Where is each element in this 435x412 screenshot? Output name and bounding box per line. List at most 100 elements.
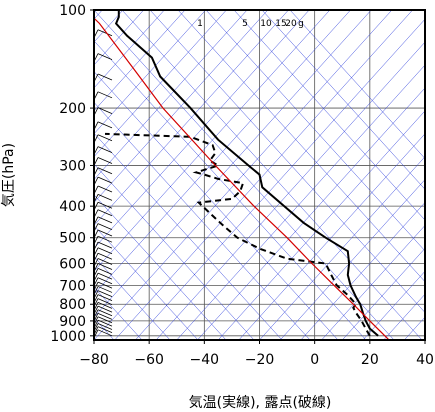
wind-barb xyxy=(97,286,113,293)
wind-barb xyxy=(97,329,113,337)
mixing-ratio-label: 15 xyxy=(275,19,286,29)
wind-barb xyxy=(97,235,113,243)
dry-adiabat xyxy=(94,256,171,340)
wind-barb xyxy=(97,252,113,260)
x-tick-label: −60 xyxy=(134,352,164,368)
y-tick-label: 200 xyxy=(59,101,86,117)
dry-adiabat xyxy=(94,132,283,340)
wind-barb xyxy=(97,185,113,193)
x-tick-label: −20 xyxy=(245,352,275,368)
y-tick-label: 900 xyxy=(59,314,86,330)
x-tick-label: −80 xyxy=(79,352,109,368)
skewed-isotherm xyxy=(94,10,268,203)
skewed-isotherm xyxy=(197,87,425,340)
y-tick-label: 800 xyxy=(59,297,86,313)
skewed-isotherm xyxy=(424,339,425,340)
dry-adiabat xyxy=(233,10,425,221)
wind-barb xyxy=(97,294,113,302)
wind-barb xyxy=(97,167,113,175)
skewed-isotherm xyxy=(94,10,393,340)
dry-adiabat xyxy=(149,10,425,313)
wind-barb xyxy=(97,298,113,305)
skewed-isotherm xyxy=(259,156,425,340)
wind-barb xyxy=(97,290,113,297)
wind-barb xyxy=(97,323,113,330)
wind-barb xyxy=(97,309,113,317)
skewed-isotherm xyxy=(362,270,425,340)
skewed-isotherm xyxy=(94,10,227,158)
wind-barb xyxy=(97,73,113,81)
skewed-isotherm xyxy=(321,225,425,340)
wind-barb xyxy=(97,326,113,334)
x-ticks: −80 −60 −40 −20 0 20 40 xyxy=(79,340,434,368)
wind-barb xyxy=(97,201,113,209)
wind-barb xyxy=(97,281,113,289)
wind-barb xyxy=(97,29,113,37)
y-tick-label: 300 xyxy=(59,158,86,174)
skewed-isotherm xyxy=(342,247,425,340)
skewed-isotherm xyxy=(94,10,289,226)
skewed-isotherms xyxy=(94,10,425,340)
wind-barb xyxy=(97,312,113,320)
dry-adiabat xyxy=(94,163,255,340)
wind-barb xyxy=(97,91,113,99)
wind-barb xyxy=(97,316,113,324)
wind-barb xyxy=(97,258,113,265)
wind-barb xyxy=(97,209,113,217)
wind-barb xyxy=(97,146,113,153)
dry-adiabat xyxy=(94,194,227,340)
dry-adiabat xyxy=(121,10,423,340)
y-tick-label: 600 xyxy=(59,257,86,273)
dry-adiabat xyxy=(94,40,367,340)
wind-barb xyxy=(97,134,113,142)
wind-barb xyxy=(97,229,113,237)
dry-adiabat xyxy=(94,10,395,340)
x-axis-label: 気温(実線), 露点(破線) xyxy=(189,395,332,411)
y-tick-label: 500 xyxy=(59,231,86,247)
wind-barb xyxy=(97,268,113,275)
dry-adiabat xyxy=(94,102,311,340)
wind-barb xyxy=(97,263,113,270)
y-axis-label: 気圧(hPa) xyxy=(1,143,17,207)
mixing-ratio-label: 20 xyxy=(285,19,297,29)
wind-barb xyxy=(97,194,113,201)
skewed-isotherm xyxy=(155,41,425,340)
skewed-isotherm xyxy=(94,10,331,272)
skewed-isotherm xyxy=(94,10,248,180)
mixing-ratio-label: g xyxy=(298,19,304,29)
x-tick-label: 20 xyxy=(361,352,379,368)
wind-barb xyxy=(97,319,113,327)
wind-barb xyxy=(97,53,113,60)
skewed-isotherm xyxy=(217,110,425,340)
dry-adiabat xyxy=(261,10,425,190)
dry-adiabat xyxy=(94,71,339,340)
wind-barb xyxy=(97,107,113,114)
skewed-isotherm xyxy=(94,10,186,112)
x-tick-label: 40 xyxy=(416,352,434,368)
wind-barb xyxy=(97,272,113,280)
y-tick-label: 100 xyxy=(59,3,86,19)
x-tick-label: −40 xyxy=(190,352,220,368)
dry-adiabat xyxy=(94,225,199,340)
wind-barb xyxy=(97,247,113,255)
dry-adiabat xyxy=(177,10,425,283)
skewed-isotherm xyxy=(238,133,425,340)
x-tick-label: 0 xyxy=(310,352,319,368)
wind-barb xyxy=(97,305,113,313)
skewed-isotherm xyxy=(135,18,425,340)
profile-line-2 xyxy=(94,17,390,340)
wind-barb xyxy=(97,302,113,309)
skewed-isotherm xyxy=(114,10,413,340)
skewed-isotherm xyxy=(94,10,372,318)
y-tick-label: 700 xyxy=(59,278,86,294)
mixing-ratio-label: 5 xyxy=(242,19,248,29)
dry-adiabat xyxy=(205,10,425,252)
profile-lines xyxy=(94,10,390,340)
y-tick-label: 400 xyxy=(59,199,86,215)
wind-barb xyxy=(97,241,113,249)
y-tick-label: 1000 xyxy=(50,329,86,345)
wind-barb xyxy=(97,277,113,285)
